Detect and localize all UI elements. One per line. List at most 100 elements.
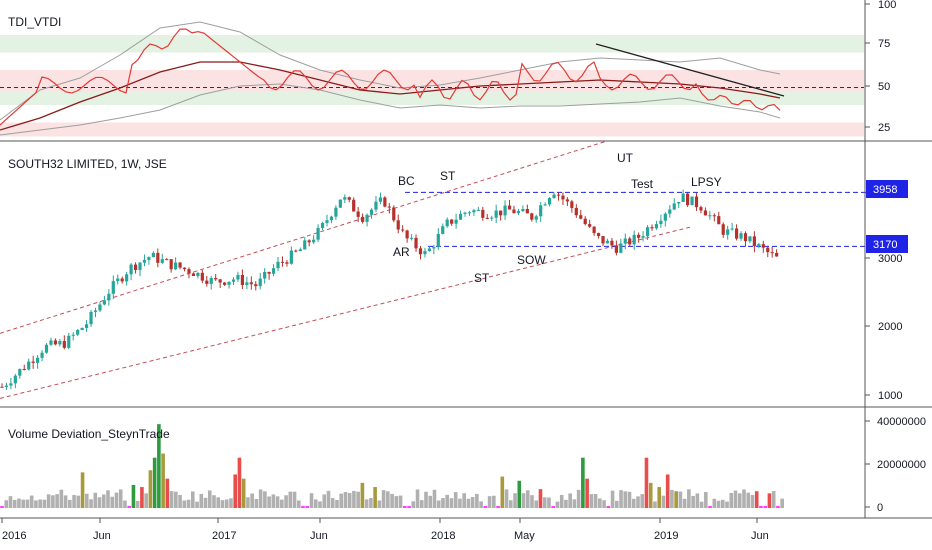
candle-body <box>27 361 31 370</box>
candle-body <box>401 229 405 231</box>
candle-body <box>187 269 191 274</box>
volume-bar <box>776 505 780 508</box>
candle-body <box>547 198 552 205</box>
volume-bar <box>500 476 505 508</box>
volume-bar <box>699 501 704 508</box>
candle-body <box>352 199 356 212</box>
candle-body <box>775 252 779 257</box>
volume-bar <box>390 493 394 508</box>
candle-body <box>739 233 743 239</box>
volume-bar <box>381 490 386 508</box>
candle-body <box>258 278 262 287</box>
volume-bar <box>386 491 390 508</box>
volume-bar <box>407 505 411 508</box>
candle-body <box>93 310 98 312</box>
candle-body <box>623 238 627 244</box>
volume-bar <box>364 499 369 508</box>
volume-bar <box>178 494 182 508</box>
candle-body <box>80 327 84 330</box>
channel-upper-line <box>0 141 606 334</box>
volume-title: Volume Deviation_SteynTrade <box>8 427 170 441</box>
candle-body <box>142 259 147 263</box>
volume-bar <box>318 501 322 508</box>
candle-body <box>231 279 236 282</box>
volume-bar <box>576 489 581 508</box>
candle-body <box>214 278 218 280</box>
volume-bar <box>207 490 212 508</box>
candle-body <box>227 281 231 285</box>
candle-body <box>481 209 485 218</box>
volume-bar <box>750 494 755 508</box>
volume-bar <box>631 498 636 508</box>
candle-body <box>721 224 725 235</box>
tdi-band-mid-green <box>0 91 864 105</box>
volume-bar <box>564 499 568 508</box>
candle-body <box>280 261 285 263</box>
volume-bar <box>343 492 348 508</box>
candle-body <box>276 261 280 269</box>
candle-body <box>374 201 378 210</box>
candle-body <box>654 224 659 229</box>
volume-bar <box>767 493 772 508</box>
tag-high: 3958 <box>873 184 897 196</box>
volume-bar <box>34 500 38 508</box>
vol-tick-0: 0 <box>877 502 883 514</box>
candle-body <box>240 274 245 286</box>
volume-bar <box>29 495 34 508</box>
candle-body <box>53 340 58 345</box>
candle-body <box>730 228 734 230</box>
candle-body <box>133 264 138 270</box>
candle-body <box>58 341 62 345</box>
volume-bar <box>275 496 280 508</box>
candle-body <box>637 234 641 238</box>
volume-bar <box>428 495 433 508</box>
volume-bar <box>93 492 98 508</box>
volume-bar <box>551 505 555 508</box>
volume-bar <box>623 491 628 508</box>
candle-body <box>672 203 676 210</box>
volume-bar <box>462 493 466 508</box>
tdi-signal-line <box>0 61 781 131</box>
volume-bar <box>297 500 301 508</box>
candle-body <box>294 250 298 252</box>
volume-bar <box>347 493 352 508</box>
price-tick-3000: 3000 <box>878 253 902 265</box>
volume-bar <box>742 489 746 508</box>
volume-bar <box>636 496 640 508</box>
volume-bar <box>653 501 657 508</box>
candle-body <box>267 272 271 274</box>
tdi-band-upper-green <box>0 35 864 53</box>
volume-bar <box>80 472 85 508</box>
volume-bar <box>76 495 81 508</box>
candle-body <box>320 222 325 228</box>
candle-body <box>766 247 770 253</box>
candle-body <box>356 211 360 217</box>
volume-bar <box>246 497 250 508</box>
candle-body <box>561 195 565 200</box>
candle-body <box>138 262 142 270</box>
volume-bar <box>568 493 572 508</box>
volume-bar <box>8 496 13 508</box>
volume-bar <box>25 499 30 508</box>
annotation-ut: UT <box>617 151 634 165</box>
volume-bar <box>55 494 59 508</box>
volume-bar <box>432 489 437 508</box>
tdi-title: TDI_VTDI <box>8 15 61 29</box>
candle-body <box>717 216 721 225</box>
volume-bar <box>216 497 221 508</box>
volume-bar <box>436 500 441 508</box>
volume-bar <box>712 498 717 508</box>
annotation-st-1: ST <box>440 169 456 183</box>
annotation-st-2: ST <box>474 271 490 285</box>
candle-body <box>472 210 476 213</box>
candle-body <box>89 311 93 325</box>
vol-tick-40m: 40000000 <box>877 416 926 428</box>
volume-bar <box>670 489 674 508</box>
volume-bar <box>619 490 623 508</box>
volume-bar <box>615 500 619 508</box>
volume-bar <box>555 501 560 508</box>
volume-bar <box>68 499 72 508</box>
tdi-tick-50: 50 <box>878 81 890 93</box>
volume-bar <box>330 498 335 508</box>
